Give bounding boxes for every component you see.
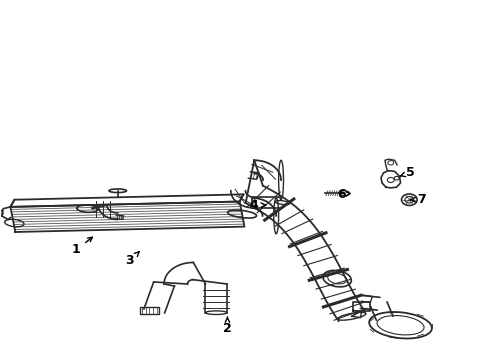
Text: 5: 5 <box>399 166 414 179</box>
Text: 3: 3 <box>125 252 139 267</box>
Text: 2: 2 <box>223 317 231 335</box>
Text: 7: 7 <box>410 193 425 206</box>
Text: 6: 6 <box>337 188 349 201</box>
Text: 4: 4 <box>249 199 265 212</box>
Text: 1: 1 <box>72 237 92 256</box>
